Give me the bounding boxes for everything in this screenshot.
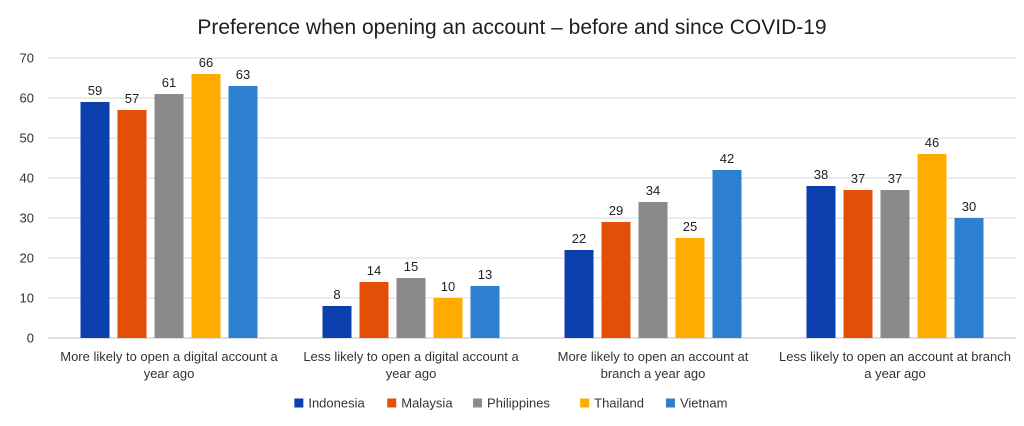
bar-thailand bbox=[675, 238, 705, 338]
y-tick-label: 0 bbox=[27, 331, 34, 346]
bar-value-label: 13 bbox=[478, 267, 492, 282]
bar-value-label: 30 bbox=[962, 199, 976, 214]
y-tick-label: 50 bbox=[20, 131, 34, 146]
y-tick-label: 70 bbox=[20, 51, 34, 66]
legend-swatch bbox=[294, 398, 304, 408]
y-tick-label: 60 bbox=[20, 91, 34, 106]
legend-label: Vietnam bbox=[680, 396, 727, 411]
bar-thailand bbox=[433, 298, 463, 338]
bar-malaysia bbox=[601, 222, 631, 338]
bar-malaysia bbox=[117, 110, 147, 338]
bar-vietnam bbox=[228, 86, 258, 338]
x-category-label: Less likely to open an account at branch… bbox=[779, 349, 1011, 381]
bar-value-label: 42 bbox=[720, 151, 734, 166]
legend-label: Philippines bbox=[487, 396, 550, 411]
legend-swatch bbox=[387, 398, 397, 408]
x-category-label: More likely to open an account at branch … bbox=[558, 349, 749, 381]
bar-value-label: 63 bbox=[236, 67, 250, 82]
bar-value-label: 37 bbox=[851, 171, 865, 186]
chart-title: Preference when opening an account – bef… bbox=[197, 16, 826, 39]
y-tick-label: 20 bbox=[20, 251, 34, 266]
bar-indonesia bbox=[806, 186, 836, 338]
bar-value-label: 38 bbox=[814, 167, 828, 182]
bar-value-label: 37 bbox=[888, 171, 902, 186]
bar-indonesia bbox=[322, 306, 352, 338]
bar-value-label: 10 bbox=[441, 279, 455, 294]
y-tick-label: 40 bbox=[20, 171, 34, 186]
legend-swatch bbox=[665, 398, 675, 408]
bar-value-label: 25 bbox=[683, 219, 697, 234]
y-axis: 0 10 20 30 40 50 60 70 bbox=[20, 51, 34, 346]
bar-value-label: 46 bbox=[925, 135, 939, 150]
data-labels: 59 57 61 66 63 8 14 15 10 13 22 29 34 25 42 38 37 37 46 30 bbox=[88, 55, 976, 302]
bar-vietnam bbox=[712, 170, 742, 338]
bar-thailand bbox=[191, 74, 221, 338]
bar-value-label: 34 bbox=[646, 183, 660, 198]
bar-thailand bbox=[917, 154, 947, 338]
bar-value-label: 15 bbox=[404, 259, 418, 274]
bar-value-label: 59 bbox=[88, 83, 102, 98]
legend-swatch bbox=[473, 398, 483, 408]
bar-philippines bbox=[154, 94, 184, 338]
y-tick-label: 30 bbox=[20, 211, 34, 226]
bar-indonesia bbox=[564, 250, 594, 338]
legend-label: Indonesia bbox=[308, 396, 365, 411]
legend-swatch bbox=[580, 398, 590, 408]
bar-value-label: 66 bbox=[199, 55, 213, 70]
bar-malaysia bbox=[843, 190, 873, 338]
y-tick-label: 10 bbox=[20, 291, 34, 306]
legend-label: Malaysia bbox=[401, 396, 453, 411]
legend: Indonesia Malaysia Philippines Thailand Viet… bbox=[294, 396, 727, 411]
bar-philippines bbox=[880, 190, 910, 338]
bar-value-label: 61 bbox=[162, 75, 176, 90]
bar-malaysia bbox=[359, 282, 389, 338]
bars bbox=[80, 74, 984, 338]
bar-value-label: 57 bbox=[125, 91, 139, 106]
bar-value-label: 22 bbox=[572, 231, 586, 246]
bar-value-label: 29 bbox=[609, 203, 623, 218]
bar-philippines bbox=[638, 202, 668, 338]
bar-value-label: 8 bbox=[333, 287, 340, 302]
legend-label: Thailand bbox=[594, 396, 644, 411]
bar-value-label: 14 bbox=[367, 263, 381, 278]
bar-indonesia bbox=[80, 102, 110, 338]
bar-vietnam bbox=[470, 286, 500, 338]
bar-philippines bbox=[396, 278, 426, 338]
bar-vietnam bbox=[954, 218, 984, 338]
